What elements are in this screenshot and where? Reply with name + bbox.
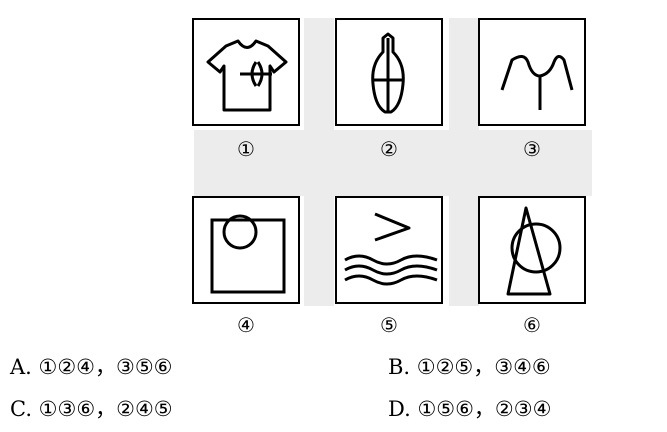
- panel-label-4: ④: [237, 313, 255, 337]
- option-c[interactable]: C. ①③⑥，②④⑤: [10, 397, 173, 421]
- figure-panel-5: [335, 196, 443, 304]
- figure-panel-1: [192, 18, 300, 126]
- option-d[interactable]: D. ①⑤⑥，②③④: [388, 397, 552, 421]
- square-circle-icon: [210, 214, 286, 294]
- option-b[interactable]: B. ①②⑤，③④⑥: [388, 355, 551, 379]
- tshirt-icon: [206, 39, 288, 112]
- panel-label-1: ①: [237, 137, 255, 161]
- background-gap: [194, 130, 592, 196]
- collar-icon: [500, 55, 574, 110]
- option-a[interactable]: A. ①②④，③⑤⑥: [10, 355, 173, 379]
- panel-label-6: ⑥: [523, 313, 541, 337]
- waves-icon: [344, 212, 438, 286]
- background-gap: [304, 18, 334, 130]
- panel-label-2: ②: [380, 137, 398, 161]
- panel-label-3: ③: [523, 137, 541, 161]
- panel-label-5: ⑤: [380, 313, 398, 337]
- figure-panel-2: [335, 18, 443, 126]
- figure-panel-3: [478, 18, 586, 126]
- background-gap: [449, 196, 479, 306]
- figure-panel-6: [478, 196, 586, 304]
- figure-panel-4: [192, 196, 300, 304]
- background-gap: [449, 18, 479, 130]
- background-gap: [304, 196, 334, 306]
- triangle-circle-icon: [506, 206, 562, 296]
- vase-icon: [371, 32, 405, 114]
